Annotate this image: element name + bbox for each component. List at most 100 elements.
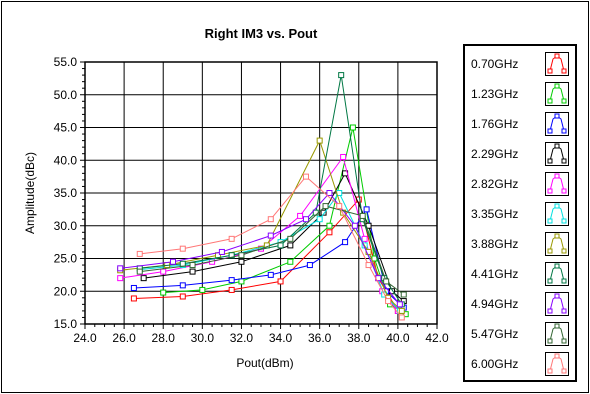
plot-border <box>84 61 438 325</box>
series-line <box>133 198 399 312</box>
data-point <box>136 250 143 257</box>
legend-swatch-icon <box>545 52 569 76</box>
data-point <box>320 209 327 216</box>
data-point <box>398 307 405 314</box>
y-tick-label: 35.0 <box>54 186 78 200</box>
data-point <box>277 242 284 249</box>
legend-item: 5.47GHz <box>465 320 577 350</box>
data-point <box>238 258 245 265</box>
data-point <box>189 268 196 275</box>
data-point <box>179 293 186 300</box>
data-point <box>338 72 345 79</box>
legend-label: 2.82GHz <box>471 177 519 191</box>
y-tick-label: 45.0 <box>54 121 78 135</box>
x-tick-label: 36.0 <box>308 331 332 345</box>
y-tick-label: 55.0 <box>54 55 78 69</box>
legend-item: 3.88GHz <box>465 230 577 260</box>
data-point <box>189 262 196 269</box>
x-tick-label: 28.0 <box>152 331 176 345</box>
legend-label: 1.76GHz <box>471 117 519 131</box>
data-point <box>179 245 186 252</box>
data-point <box>363 206 370 213</box>
legend-item: 1.23GHz <box>465 80 577 110</box>
data-point <box>160 268 167 275</box>
data-point <box>238 278 245 285</box>
legend-label: 3.88GHz <box>471 237 519 251</box>
data-point <box>140 275 147 282</box>
data-point <box>228 286 235 293</box>
data-point <box>287 242 294 249</box>
data-point <box>349 124 356 131</box>
legend-swatch-icon <box>545 172 569 196</box>
data-point <box>267 216 274 223</box>
data-point <box>326 222 333 229</box>
legend-swatch-icon <box>545 322 569 346</box>
legend-item: 4.94GHz <box>465 290 577 320</box>
x-axis-label: Pout(dBm) <box>236 356 293 370</box>
x-tick-label: 30.0 <box>191 331 215 345</box>
legend-item: 1.76GHz <box>465 110 577 140</box>
legend-swatch-icon <box>545 352 569 376</box>
data-point <box>117 265 124 272</box>
data-point <box>359 212 366 219</box>
data-point <box>218 248 225 255</box>
x-tick-label: 34.0 <box>269 331 293 345</box>
data-point <box>267 232 274 239</box>
legend-label: 2.29GHz <box>471 147 519 161</box>
data-point <box>287 258 294 265</box>
x-tick-label: 26.0 <box>112 331 136 345</box>
data-point <box>199 286 206 293</box>
legend-swatch-icon <box>545 292 569 316</box>
chart-legend: 0.70GHz 1.23GHz 1.76GHz 2.29GHz 2.82GHz 3.35G… <box>463 44 577 382</box>
data-point <box>170 258 176 265</box>
x-tick-label: 42.0 <box>425 331 449 345</box>
data-point <box>398 314 405 321</box>
legend-label: 4.41GHz <box>471 267 519 281</box>
data-point <box>385 298 392 305</box>
data-point <box>297 212 304 219</box>
data-point <box>302 173 309 180</box>
legend-label: 4.94GHz <box>471 297 519 311</box>
data-point <box>306 262 313 269</box>
legend-swatch-icon <box>545 232 569 256</box>
data-point <box>130 284 137 291</box>
data-point <box>228 252 235 259</box>
legend-label: 3.35GHz <box>471 207 519 221</box>
data-point <box>355 196 362 203</box>
data-point <box>342 239 349 246</box>
legend-swatch-icon <box>545 262 569 286</box>
x-tick-label: 40.0 <box>386 331 410 345</box>
data-point <box>326 190 333 196</box>
series-5.47GHz <box>136 203 407 298</box>
data-point <box>365 262 372 269</box>
x-tick-label: 38.0 <box>347 331 371 345</box>
legend-label: 0.70GHz <box>471 57 519 71</box>
y-tick-label: 30.0 <box>54 219 78 233</box>
legend-swatch-icon <box>545 202 569 226</box>
data-point <box>316 216 323 223</box>
y-tick-label: 15.0 <box>54 317 78 331</box>
data-point <box>322 203 329 210</box>
data-point <box>287 235 294 242</box>
data-point <box>136 268 143 275</box>
legend-item: 2.29GHz <box>465 140 577 170</box>
series-4.41GHz <box>136 72 405 308</box>
legend-swatch-icon <box>545 82 569 106</box>
data-point <box>302 216 309 223</box>
y-axis-label: Amplitude(dBc) <box>23 152 37 234</box>
data-point <box>117 275 124 282</box>
data-point <box>238 252 245 259</box>
y-tick-label: 20.0 <box>54 284 78 298</box>
data-point <box>228 235 235 242</box>
data-point <box>179 282 186 289</box>
legend-item: 3.35GHz <box>465 200 577 230</box>
x-tick-label: 24.0 <box>73 331 97 345</box>
legend-swatch-icon <box>545 112 569 136</box>
legend-label: 5.47GHz <box>471 327 519 341</box>
data-point <box>400 291 407 298</box>
data-point <box>326 229 333 236</box>
y-tick-label: 50.0 <box>54 88 78 102</box>
chart-title: Right IM3 vs. Pout <box>205 26 318 41</box>
legend-label: 6.00GHz <box>471 357 519 371</box>
